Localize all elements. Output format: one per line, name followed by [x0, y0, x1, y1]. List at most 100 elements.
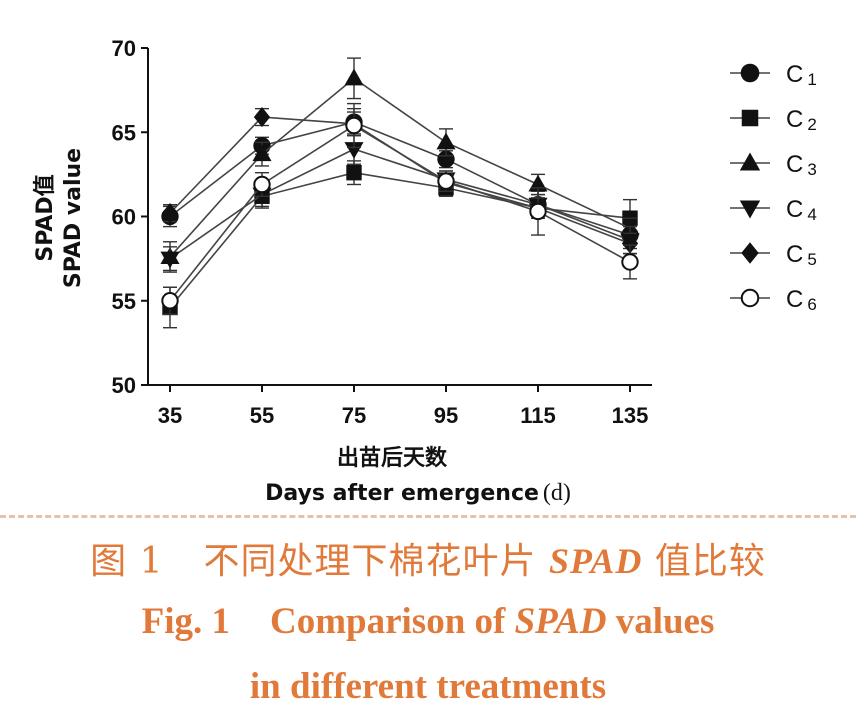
data-point — [621, 253, 639, 271]
legend-marker-shape — [739, 152, 761, 171]
data-point-shape — [160, 251, 180, 269]
legend-marker-shape — [739, 200, 761, 219]
data-point — [437, 172, 455, 190]
data-point — [346, 164, 362, 181]
series-layer — [160, 57, 640, 329]
data-point-shape — [344, 68, 364, 86]
data-point-shape — [346, 164, 362, 181]
caption-en-line2: in different treatments — [249, 666, 607, 707]
series-line — [169, 171, 631, 308]
legend-subscript: 2 — [807, 115, 816, 134]
x-tick-label: 75 — [342, 403, 366, 428]
caption-divider — [0, 515, 856, 518]
data-point — [529, 202, 547, 221]
data-point — [253, 107, 271, 128]
chart-axes: 50 55 60 65 70 35 55 75 95 115 135 — [112, 36, 652, 428]
y-axis-title-cn: SPAD值 — [32, 174, 58, 261]
y-tick-label: 60 — [112, 205, 136, 230]
data-point — [344, 68, 364, 86]
x-tick-label: 55 — [250, 403, 274, 428]
data-point-shape — [621, 253, 639, 271]
legend-marker — [740, 63, 760, 83]
legend-marker — [739, 200, 761, 219]
caption-en-post: values — [615, 601, 715, 642]
legend-subscript: 6 — [807, 295, 816, 314]
legend-marker-shape — [741, 109, 759, 127]
data-point-shape — [253, 107, 271, 128]
series-line — [169, 148, 631, 260]
data-point-shape — [253, 175, 271, 194]
legend-marker-shape — [740, 288, 760, 308]
legend-marker — [739, 152, 761, 171]
y-tick-label: 55 — [112, 289, 136, 314]
data-point-shape — [161, 203, 179, 224]
legend-marker-shape — [740, 63, 760, 83]
data-point — [160, 251, 180, 269]
data-point-shape — [437, 172, 455, 190]
data-point — [436, 132, 456, 150]
caption-cn-pre: 不同处理下棉花叶片 — [203, 541, 537, 582]
data-point-shape — [345, 116, 363, 135]
caption-en-italic: SPAD — [514, 601, 607, 642]
legend-subscript: 1 — [807, 70, 816, 89]
x-axis-title-cn: 出苗后天数 — [337, 445, 448, 471]
caption-cn-post: 值比较 — [654, 541, 766, 582]
data-point — [253, 175, 271, 194]
legend-subscript: 5 — [807, 250, 816, 269]
series-line — [169, 124, 631, 302]
data-point — [161, 292, 179, 310]
data-point-shape — [621, 233, 639, 254]
data-point-shape — [437, 150, 455, 168]
legend-marker — [740, 288, 760, 308]
data-point — [621, 233, 639, 254]
y-tick-label: 65 — [112, 120, 136, 145]
y-tick-label: 50 — [112, 373, 136, 398]
series-line — [169, 121, 631, 236]
x-axis-unit: (d) — [543, 480, 571, 506]
series-C6 — [161, 102, 639, 315]
data-point — [161, 203, 179, 224]
legend-marker-shape — [741, 242, 759, 264]
x-tick-label: 35 — [158, 403, 182, 428]
data-point — [437, 150, 455, 168]
data-point-shape — [161, 292, 179, 310]
legend-marker — [741, 242, 759, 264]
series-C4 — [160, 133, 640, 272]
data-point — [344, 142, 364, 159]
x-tick-label: 95 — [434, 403, 458, 428]
x-tick-label: 115 — [520, 403, 556, 428]
caption-en-line1: Fig. 1 Comparison of SPAD values — [0, 600, 856, 643]
y-tick-label: 70 — [112, 36, 136, 61]
x-axis-title-en-group: Days after emergence (d) — [265, 480, 571, 506]
legend: C 1 C 2 C 3 C 4 C 5 C 6 — [730, 61, 817, 314]
series-line — [169, 77, 631, 258]
y-axis-title-en: SPAD value — [61, 148, 86, 288]
data-point — [252, 144, 272, 162]
legend-marker — [741, 109, 759, 127]
series-C3 — [160, 57, 640, 273]
data-point-shape — [344, 142, 364, 159]
data-point-shape — [436, 132, 456, 150]
data-point-shape — [252, 144, 272, 162]
data-point-shape — [529, 202, 547, 221]
caption-cn-italic: SPAD — [549, 541, 643, 581]
x-axis-title-en: Days after emergence — [265, 481, 539, 506]
data-point — [345, 116, 363, 135]
legend-subscript: 3 — [807, 160, 816, 179]
caption-en-pre: Comparison of — [269, 601, 506, 642]
caption-en-label: Fig. 1 — [141, 601, 230, 642]
legend-subscript: 4 — [807, 205, 816, 224]
